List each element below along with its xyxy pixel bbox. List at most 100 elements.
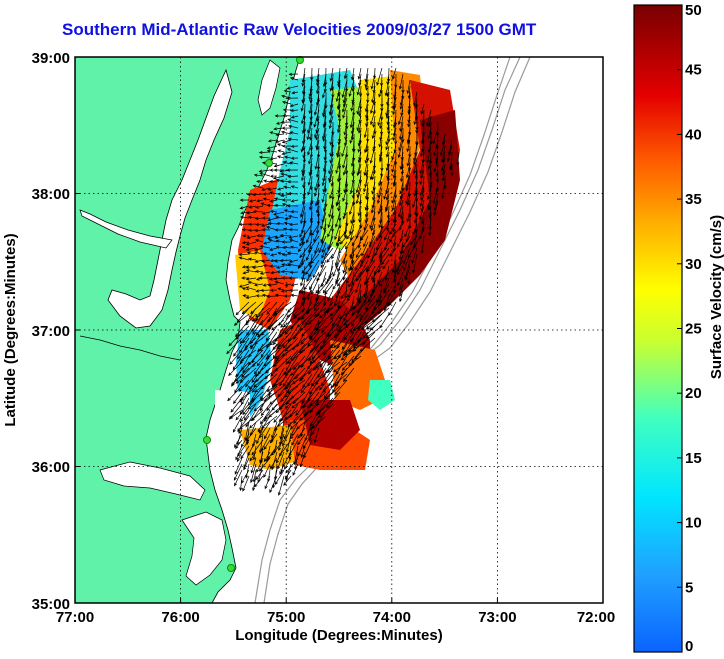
velocity-arrow	[386, 217, 390, 232]
albemarle-sound	[99, 461, 206, 501]
velocity-arrow	[269, 199, 278, 203]
velocity-arrow	[363, 271, 369, 286]
velocity-arrow	[292, 463, 299, 476]
velocity-arrow	[256, 199, 264, 203]
velocity-arrow	[252, 445, 257, 461]
velocity-arrow	[263, 409, 278, 422]
x-tick-label: 74:00	[373, 609, 411, 626]
velocity-arrow	[255, 294, 264, 298]
velocity-arrow	[336, 121, 341, 134]
velocity-arrow	[440, 181, 446, 200]
velocity-arrow	[412, 253, 418, 274]
velocity-arrow	[446, 145, 453, 162]
velocity-arrow	[391, 193, 397, 212]
velocity-arrow	[406, 79, 411, 95]
velocity-arrow	[251, 439, 264, 456]
velocity-arrow	[235, 373, 250, 384]
velocity-arrow	[286, 180, 299, 184]
velocity-arrow	[310, 253, 320, 264]
velocity-arrow	[288, 222, 299, 227]
velocity-arrow	[241, 241, 250, 245]
velocity-arrow	[298, 259, 306, 269]
velocity-arrow	[238, 283, 250, 288]
velocity-arrow	[427, 157, 432, 170]
velocity-arrow	[245, 409, 257, 428]
velocity-arrow	[269, 179, 278, 184]
velocity-arrow	[245, 277, 257, 281]
velocity-arrow	[238, 379, 250, 392]
velocity-arrow	[270, 361, 285, 377]
velocity-arrow	[378, 175, 383, 187]
velocity-arrow	[392, 175, 397, 188]
velocity-arrow	[231, 373, 243, 386]
velocity-arrow	[336, 169, 341, 183]
velocity-arrow	[229, 409, 243, 419]
velocity-arrow	[342, 247, 348, 265]
velocity-arrow	[264, 367, 278, 380]
velocity-arrow	[282, 331, 299, 349]
velocity-arrow	[261, 228, 271, 232]
velocity-arrow	[258, 276, 270, 280]
velocity-arrow	[267, 139, 278, 143]
velocity-arrow	[369, 145, 376, 164]
colorbar-tick-label: 30	[685, 256, 702, 273]
velocity-arrow	[251, 307, 271, 322]
velocity-arrow	[282, 100, 292, 105]
velocity-arrow	[300, 97, 306, 112]
velocity-arrow	[267, 221, 278, 226]
velocity-arrow	[248, 205, 257, 209]
velocity-arrow	[239, 205, 250, 210]
velocity-arrow	[360, 319, 376, 331]
velocity-arrow	[252, 184, 264, 189]
colorbar-ticks: 0 5 10 15 20 25 30 35 40 45 50	[677, 2, 702, 655]
velocity-arrow	[357, 163, 362, 175]
velocity-arrow	[245, 295, 257, 300]
velocity-arrow	[369, 97, 376, 114]
velocity-arrow	[342, 367, 355, 383]
velocity-arrow	[269, 247, 278, 251]
velocity-arrow	[255, 222, 264, 227]
velocity-arrow	[286, 85, 299, 90]
velocity-arrow	[341, 139, 348, 158]
velocity-arrow	[377, 271, 383, 284]
velocity-arrow	[364, 139, 369, 154]
velocity-arrow	[259, 234, 271, 238]
velocity-arrow	[316, 205, 321, 218]
velocity-arrow	[300, 379, 313, 394]
velocity-arrow	[251, 265, 264, 269]
velocity-arrow	[371, 169, 376, 181]
velocity-arrow	[300, 223, 313, 242]
velocity-arrow	[335, 85, 341, 102]
velocity-arrow	[311, 223, 320, 237]
velocity-arrow	[280, 313, 292, 328]
velocity-arrow	[281, 198, 291, 202]
velocity-arrow	[348, 199, 355, 216]
velocity-arrow	[321, 241, 327, 253]
velocity-arrow	[350, 211, 355, 224]
velocity-arrow	[402, 247, 411, 266]
velocity-arrow	[242, 234, 250, 238]
velocity-arrow	[385, 157, 390, 172]
velocity-arrow	[290, 144, 299, 148]
velocity-arrow	[304, 307, 320, 326]
x-tick-label: 76:00	[161, 609, 199, 626]
velocity-arrow	[266, 397, 278, 412]
velocity-arrow	[297, 307, 313, 321]
y-axis-ticks	[75, 56, 80, 604]
velocity-arrow	[283, 421, 292, 440]
x-axis-ticks	[74, 598, 604, 603]
velocity-arrow	[427, 187, 432, 200]
velocity-arrow	[357, 121, 362, 134]
velocity-arrow	[308, 151, 313, 165]
velocity-arrow	[400, 169, 404, 183]
velocity-arrow	[300, 205, 306, 225]
velocity-arrow	[427, 199, 432, 211]
velocity-arrow	[266, 235, 278, 240]
velocity-arrow	[342, 187, 348, 202]
velocity-arrow	[327, 211, 334, 229]
colorbar-tick-label: 0	[685, 638, 693, 655]
velocity-arrow	[392, 127, 397, 142]
velocity-arrow	[290, 199, 299, 203]
velocity-arrow	[317, 313, 334, 325]
velocity-arrow	[269, 157, 278, 161]
